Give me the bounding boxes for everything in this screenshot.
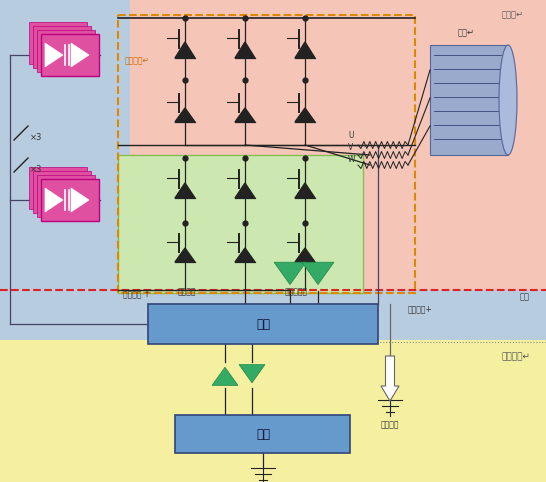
Polygon shape [175, 248, 195, 262]
Polygon shape [45, 188, 63, 212]
FancyBboxPatch shape [148, 304, 378, 344]
FancyBboxPatch shape [37, 175, 95, 217]
FancyBboxPatch shape [29, 167, 87, 209]
FancyBboxPatch shape [0, 340, 546, 482]
FancyArrow shape [381, 356, 399, 401]
FancyBboxPatch shape [0, 0, 546, 380]
FancyBboxPatch shape [430, 45, 508, 155]
Polygon shape [295, 108, 315, 122]
Text: 功能隔离↵: 功能隔离↵ [125, 56, 150, 65]
Text: 通信: 通信 [256, 428, 270, 441]
Text: 电源接地: 电源接地 [178, 287, 197, 296]
Text: W: W [348, 155, 355, 164]
FancyBboxPatch shape [118, 155, 363, 293]
Text: 控制接地+: 控制接地+ [408, 304, 433, 313]
Text: 电机↵: 电机↵ [458, 28, 474, 37]
Polygon shape [212, 367, 238, 386]
Text: 电源接地。: 电源接地。 [285, 287, 308, 296]
Text: 增强隔离 ↑: 增强隔离 ↑ [123, 290, 150, 299]
Text: V: V [348, 143, 353, 152]
Text: U: U [348, 131, 353, 140]
FancyBboxPatch shape [130, 0, 546, 290]
Polygon shape [295, 248, 315, 262]
Polygon shape [235, 248, 255, 262]
Polygon shape [235, 183, 255, 198]
Polygon shape [175, 108, 195, 122]
FancyBboxPatch shape [175, 415, 350, 453]
Polygon shape [302, 262, 334, 284]
Text: 用户接口↵: 用户接口↵ [501, 352, 530, 361]
Polygon shape [295, 42, 315, 58]
Polygon shape [45, 43, 63, 67]
FancyBboxPatch shape [33, 26, 91, 68]
FancyBboxPatch shape [41, 179, 99, 221]
Text: 控制: 控制 [520, 292, 530, 301]
Polygon shape [175, 183, 195, 198]
Ellipse shape [499, 45, 517, 155]
Polygon shape [235, 42, 255, 58]
Polygon shape [235, 108, 255, 122]
Polygon shape [274, 262, 306, 284]
FancyBboxPatch shape [41, 34, 99, 76]
Text: ×3: ×3 [30, 133, 43, 142]
Text: 控制: 控制 [256, 318, 270, 331]
Polygon shape [175, 42, 195, 58]
Text: ×3: ×3 [30, 165, 43, 174]
Polygon shape [71, 43, 89, 67]
FancyBboxPatch shape [29, 22, 87, 64]
FancyBboxPatch shape [33, 171, 91, 213]
Polygon shape [239, 364, 265, 383]
Text: 安全接地: 安全接地 [381, 420, 399, 429]
FancyBboxPatch shape [37, 30, 95, 72]
Polygon shape [295, 183, 315, 198]
Polygon shape [71, 188, 89, 212]
Text: 高电压↵: 高电压↵ [502, 10, 524, 19]
